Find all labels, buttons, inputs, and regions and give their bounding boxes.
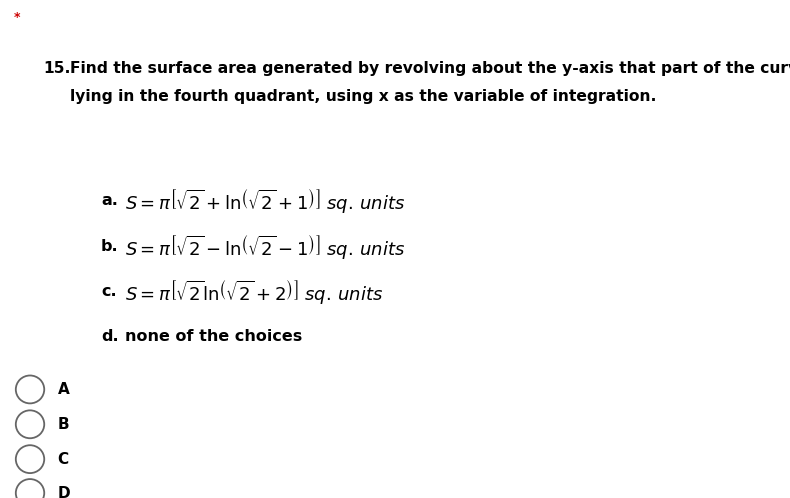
Text: *: *: [14, 11, 21, 24]
Text: B: B: [58, 417, 70, 432]
Text: 15.: 15.: [43, 61, 71, 76]
Text: A: A: [58, 382, 70, 397]
Text: lying in the fourth quadrant, using x as the variable of integration.: lying in the fourth quadrant, using x as…: [70, 89, 656, 104]
Text: c.: c.: [101, 284, 117, 299]
Text: b.: b.: [101, 239, 118, 253]
Text: d.: d.: [101, 329, 118, 344]
Text: a.: a.: [101, 193, 118, 208]
Text: none of the choices: none of the choices: [125, 329, 302, 344]
Text: $S = \pi\left[\sqrt{2} + \ln\!\left(\sqrt{2} + 1\right)\right]\;sq.\,units$: $S = \pi\left[\sqrt{2} + \ln\!\left(\sqr…: [125, 186, 405, 215]
Text: $S = \pi\left[\sqrt{2} - \ln\!\left(\sqrt{2} - 1\right)\right]\;sq.\,units$: $S = \pi\left[\sqrt{2} - \ln\!\left(\sqr…: [125, 232, 405, 260]
Text: Find the surface area generated by revolving about the y-axis that part of the c: Find the surface area generated by revol…: [70, 61, 790, 76]
Text: C: C: [58, 452, 69, 467]
Text: D: D: [58, 486, 70, 498]
Text: $S = \pi\left[\sqrt{2}\ln\!\left(\sqrt{2} + 2\right)\right]\;sq.\,units$: $S = \pi\left[\sqrt{2}\ln\!\left(\sqrt{2…: [125, 277, 383, 306]
